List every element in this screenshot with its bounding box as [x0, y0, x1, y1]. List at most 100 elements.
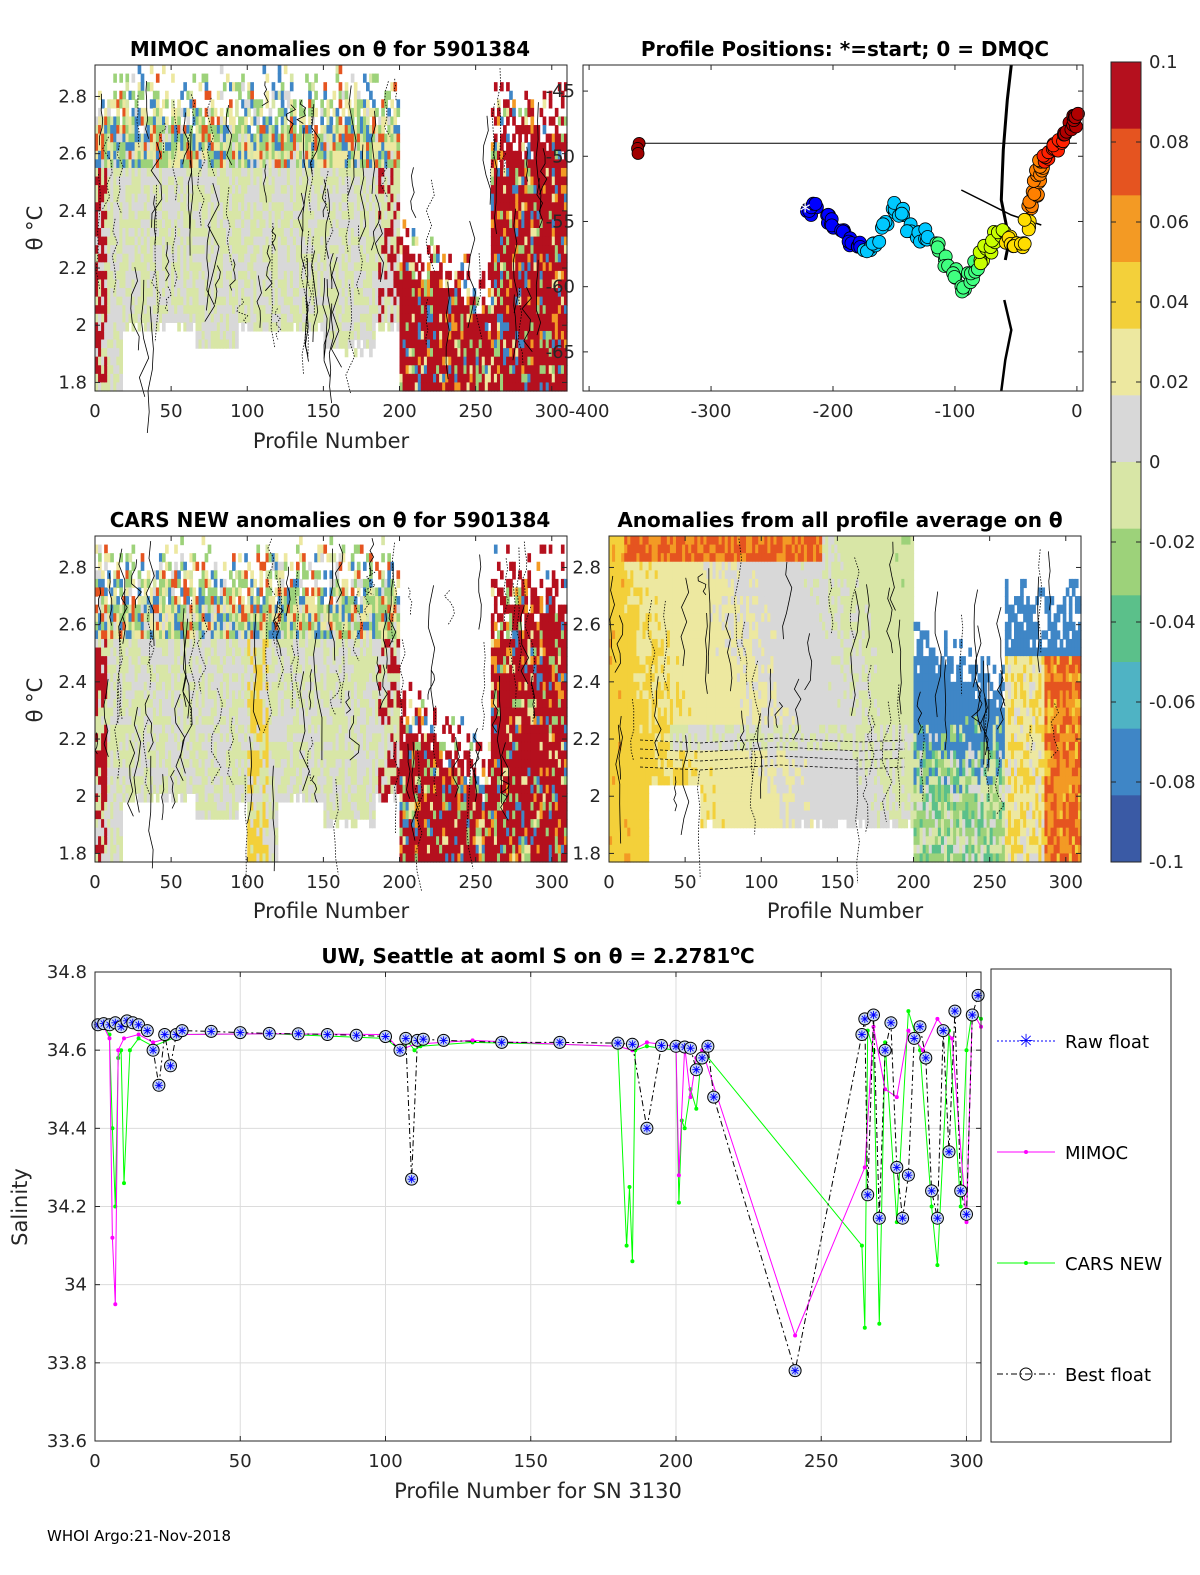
mimoc-cell [222, 262, 227, 272]
mimoc-cell [317, 159, 321, 169]
mimoc-cell [195, 210, 200, 221]
mimoc-cell [271, 150, 276, 160]
mimoc-cell [244, 116, 248, 126]
mimoc-cell [210, 253, 215, 263]
mimoc-cell [98, 228, 102, 238]
mimoc-cell [262, 167, 267, 178]
mimoc-cell [250, 193, 254, 203]
mimoc-cell [350, 107, 355, 118]
mimoc-cell [241, 228, 245, 238]
mimoc-cell [216, 219, 221, 229]
mimoc-cell [113, 356, 117, 366]
mimoc-cell [423, 356, 428, 366]
mimoc-cell [131, 202, 136, 212]
mimoc-cell [405, 339, 410, 349]
mimoc-cell [198, 253, 203, 263]
mimoc-cell [509, 90, 513, 100]
mimoc-cell [414, 339, 419, 349]
colorbar-band [1111, 128, 1141, 196]
mimoc-cell [149, 159, 154, 169]
mimoc-cell [232, 202, 236, 212]
mimoc-cell [320, 219, 324, 229]
mimoc-cell [384, 142, 388, 152]
mimoc-cell [171, 296, 175, 306]
mimoc-cell [128, 125, 133, 135]
mimoc-cell [216, 142, 221, 152]
mimoc-cell [168, 253, 172, 263]
mimoc-cell [235, 167, 239, 178]
mimoc-cell [219, 262, 224, 272]
mimoc-cell [496, 107, 501, 118]
mimoc-cell [411, 313, 416, 323]
mimoc-cell [210, 245, 215, 255]
mimoc-cell [341, 228, 346, 238]
mimoc-cell [250, 296, 254, 306]
mimoc-cell [165, 99, 169, 109]
mimoc-cell [149, 116, 154, 126]
mimoc-cell [311, 296, 315, 306]
mimoc-cell [314, 107, 318, 118]
mimoc-cell [353, 236, 358, 246]
mimoc-cell [186, 219, 190, 229]
mimoc-cell [256, 322, 261, 332]
mimoc-cell [244, 288, 248, 298]
mimoc-cell [134, 210, 139, 221]
mimoc-cell [262, 219, 267, 229]
mimoc-cell [107, 142, 111, 152]
mimoc-cell [228, 99, 233, 109]
mimoc-cell [314, 270, 318, 281]
mimoc-cell [277, 305, 282, 315]
mimoc-cell [104, 167, 108, 178]
mimoc-cell [247, 133, 251, 143]
mimoc-cell [429, 253, 434, 263]
mimoc-cell [137, 176, 142, 186]
mimoc-cell [235, 313, 239, 323]
mimoc-cell [204, 107, 209, 118]
mimoc-cell [204, 82, 209, 92]
mimoc-cell [241, 159, 245, 169]
mimoc-cell [332, 167, 337, 178]
mimoc-cell [390, 133, 395, 143]
mimoc-cell [183, 305, 187, 315]
mimoc-cell [98, 210, 102, 221]
mimoc-cell [213, 313, 218, 323]
mimoc-cell [98, 296, 102, 306]
mimoc-cell [353, 193, 358, 203]
mimoc-cell [198, 142, 203, 152]
mimoc-cell [381, 305, 385, 315]
mimoc-cell [177, 167, 181, 178]
mimoc-cell [414, 313, 419, 323]
mimoc-cell [393, 236, 398, 246]
mimoc-cell [101, 159, 105, 169]
mimoc-cell [402, 348, 407, 358]
mimoc-cell [295, 150, 300, 160]
mimoc-cell [122, 185, 127, 195]
mimoc-cell [362, 125, 367, 135]
mimoc-cell [101, 279, 105, 289]
mimoc-cell [125, 313, 130, 323]
mimoc-cell [161, 116, 166, 126]
mimoc-cell [101, 219, 105, 229]
mimoc-cell [399, 236, 404, 246]
mimoc-cell [207, 279, 212, 289]
mimoc-cell [119, 73, 124, 83]
mimoc-cell [378, 253, 382, 263]
mimoc-cell [299, 99, 303, 109]
mimoc-cell [168, 142, 172, 152]
mimoc-cell [347, 313, 352, 323]
mimoc-cell [314, 210, 318, 221]
mimoc-cell [341, 270, 346, 281]
mimoc-cell [320, 228, 324, 238]
mimoc-cell [219, 236, 224, 246]
mimoc-cell [268, 116, 273, 126]
mimoc-cell [314, 133, 318, 143]
mimoc-cell [253, 176, 257, 186]
mimoc-cell [146, 142, 151, 152]
mimoc-cell [219, 116, 224, 126]
mimoc-cell [116, 253, 120, 263]
mimoc-cell [134, 236, 139, 246]
mimoc-cell [341, 305, 346, 315]
mimoc-cell [219, 228, 224, 238]
mimoc-cell [247, 90, 251, 100]
mimoc-cell [399, 373, 404, 384]
